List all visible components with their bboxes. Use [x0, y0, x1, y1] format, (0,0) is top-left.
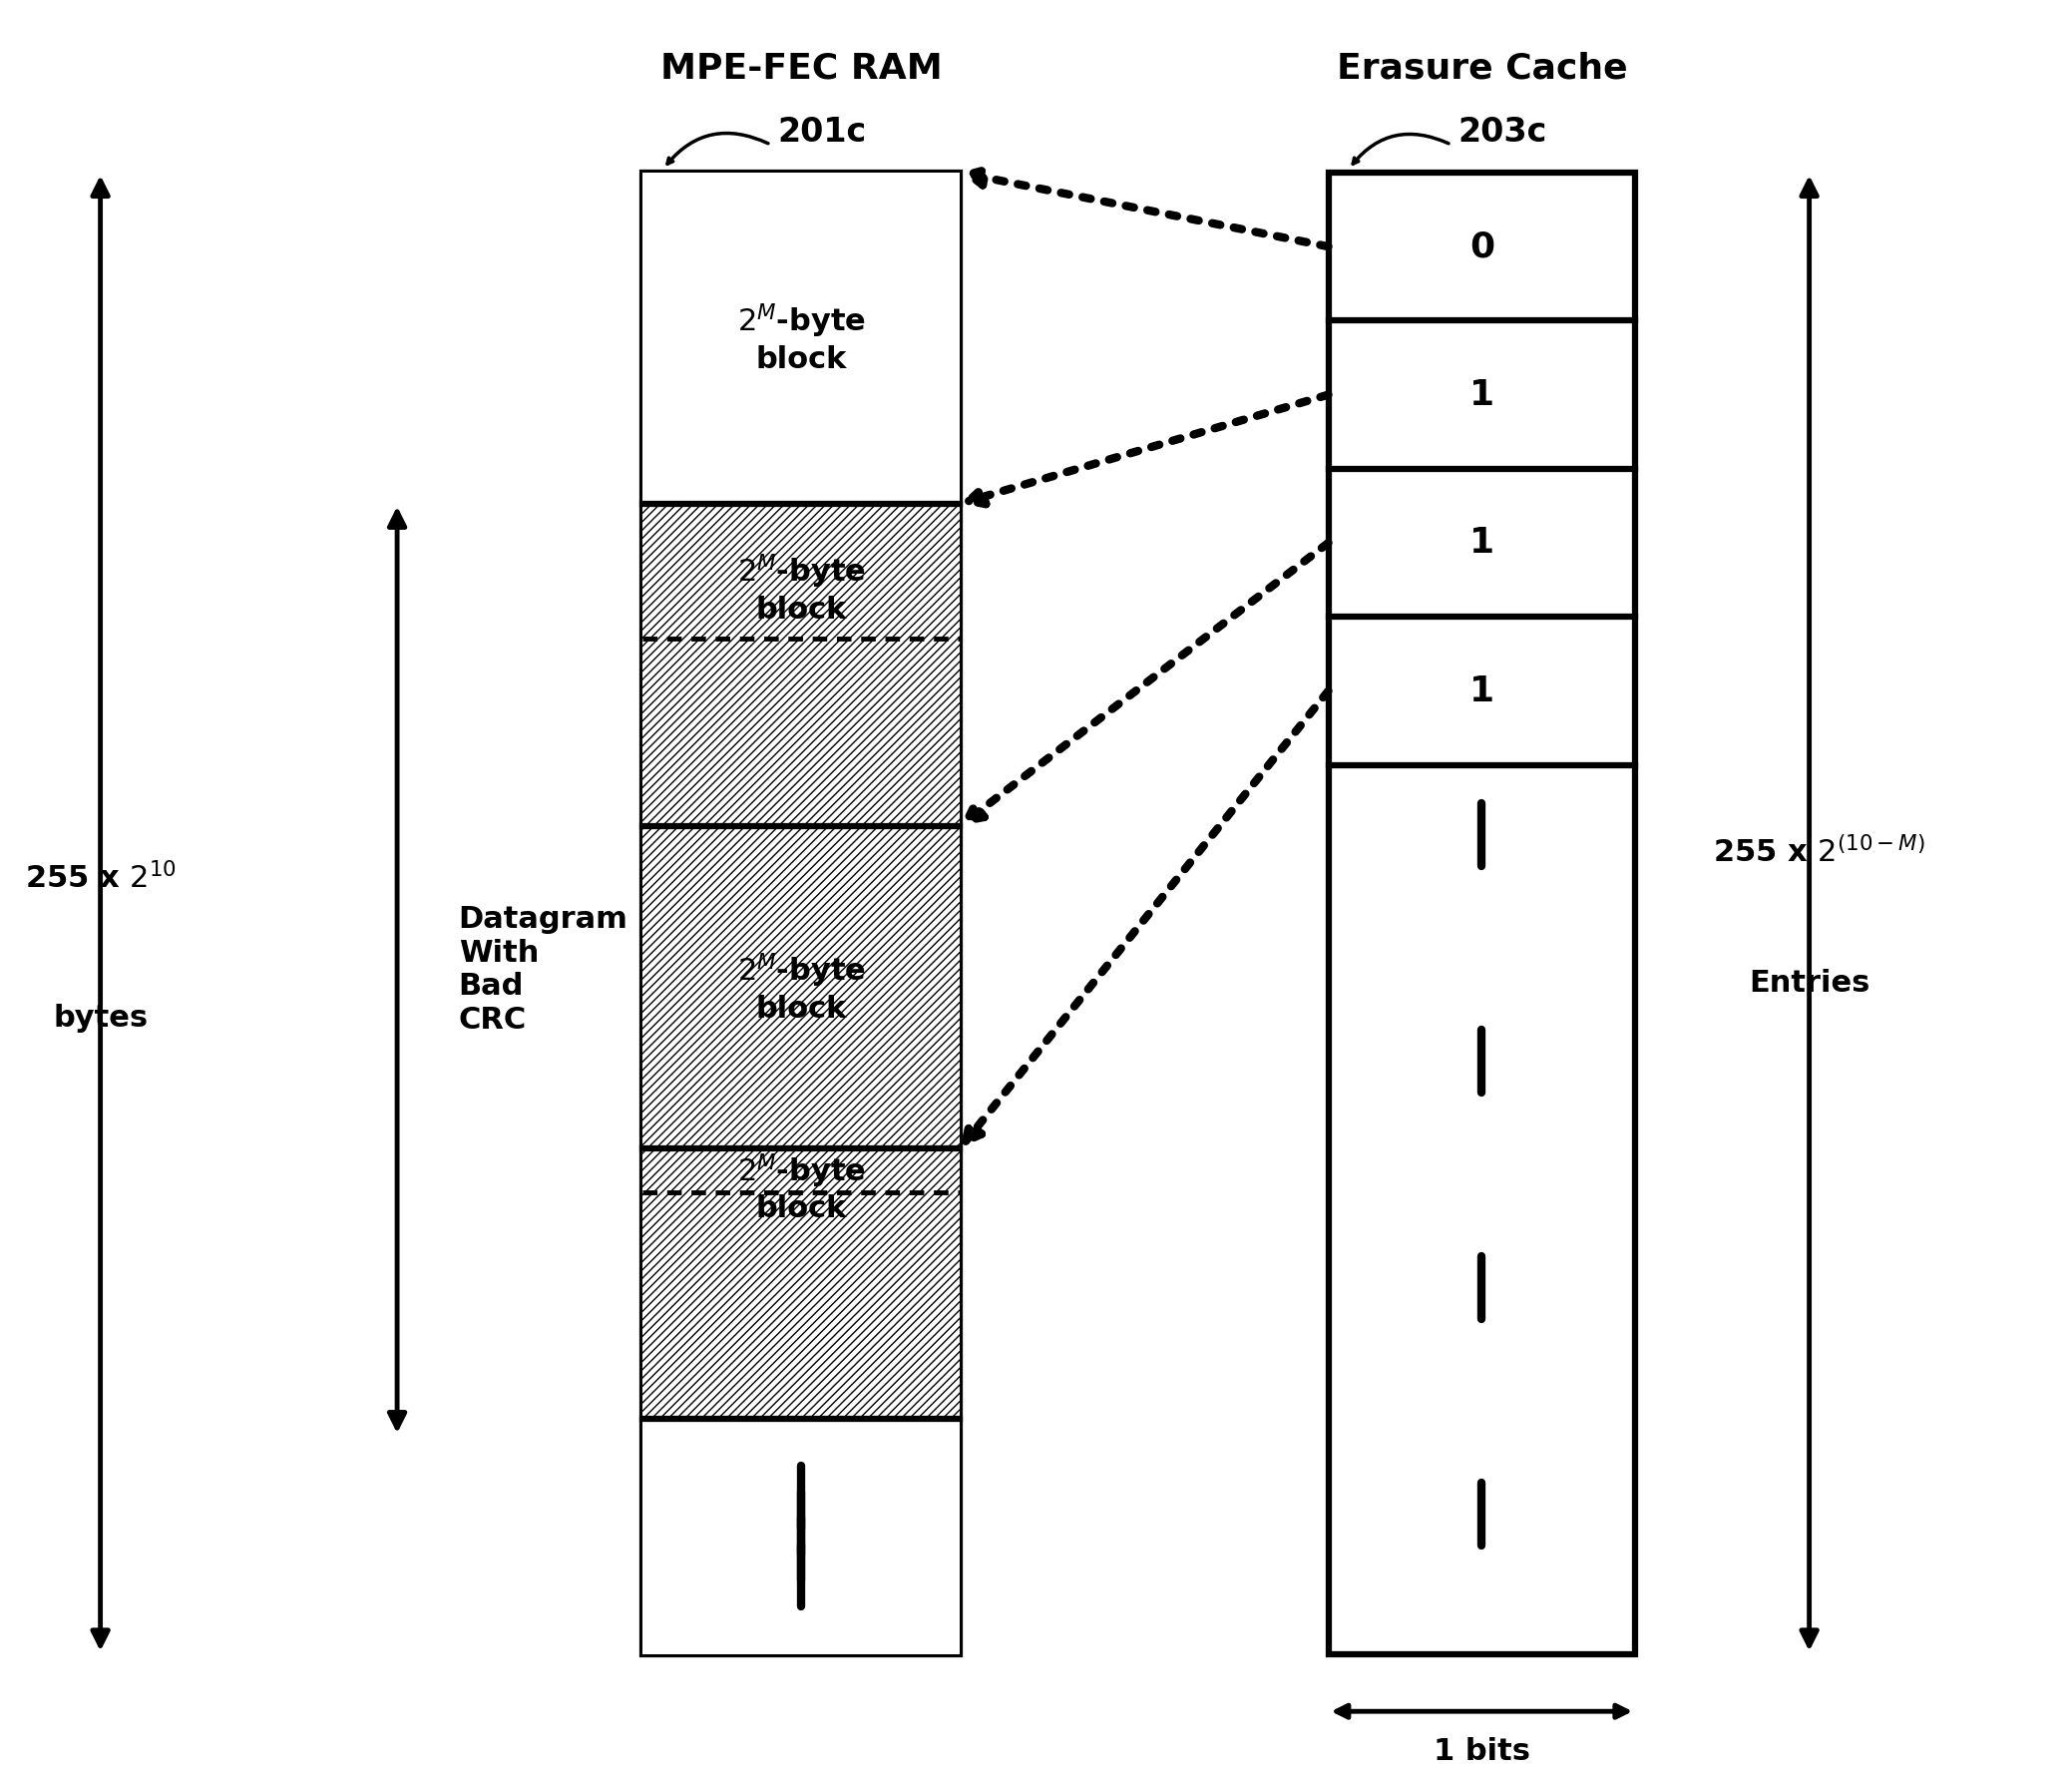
Text: Erasure Cache: Erasure Cache: [1336, 52, 1627, 85]
Text: Entries: Entries: [1749, 968, 1869, 998]
Text: 1: 1: [1469, 378, 1494, 412]
Text: $2^M$-byte
block: $2^M$-byte block: [738, 302, 866, 375]
Bar: [642, 826, 959, 1149]
Bar: [642, 1149, 959, 1419]
Bar: [1328, 172, 1635, 1653]
Text: $2^M$-byte
block: $2^M$-byte block: [738, 1151, 866, 1224]
Bar: [642, 172, 959, 1653]
Text: $2^M$-byte
block: $2^M$-byte block: [738, 552, 866, 625]
Text: 255 x $2^{10}$: 255 x $2^{10}$: [25, 861, 176, 895]
Text: 1: 1: [1469, 675, 1494, 709]
Bar: [642, 504, 959, 826]
Bar: [642, 172, 959, 504]
Text: 255 x $2^{(10-M)}$: 255 x $2^{(10-M)}$: [1714, 836, 1925, 868]
Text: 203c: 203c: [1459, 115, 1548, 149]
Text: Datagram
With
Bad
CRC: Datagram With Bad CRC: [458, 906, 628, 1035]
Text: MPE-FEC RAM: MPE-FEC RAM: [661, 52, 943, 85]
Bar: [642, 826, 959, 1149]
Text: bytes: bytes: [54, 1003, 147, 1032]
Text: 0: 0: [1469, 229, 1494, 263]
Text: 201c: 201c: [777, 115, 866, 149]
Text: 1 bits: 1 bits: [1434, 1737, 1531, 1767]
Text: 1: 1: [1469, 526, 1494, 559]
Text: $2^M$-byte
block: $2^M$-byte block: [738, 952, 866, 1023]
Bar: [642, 504, 959, 826]
Bar: [642, 1419, 959, 1653]
Bar: [642, 1149, 959, 1419]
